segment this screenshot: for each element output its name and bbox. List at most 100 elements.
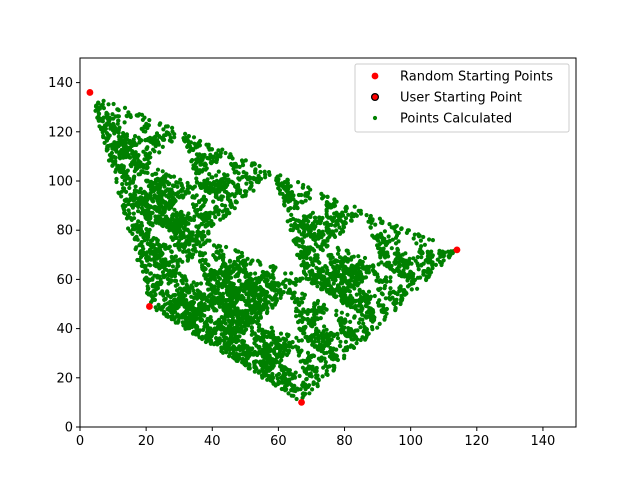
calculated-point — [229, 295, 234, 300]
calculated-point — [335, 263, 340, 268]
calculated-point — [304, 250, 309, 255]
calculated-point — [192, 214, 197, 219]
calculated-point — [174, 214, 179, 219]
calculated-point — [310, 232, 315, 238]
calculated-point — [289, 393, 294, 398]
calculated-point — [256, 173, 261, 178]
calculated-point — [169, 139, 174, 144]
calculated-point — [252, 363, 257, 368]
calculated-point — [180, 213, 186, 218]
calculated-point — [170, 183, 175, 188]
calculated-point — [177, 225, 182, 231]
calculated-point — [148, 187, 154, 192]
calculated-point — [104, 110, 109, 115]
calculated-point — [228, 334, 234, 339]
calculated-point — [323, 264, 328, 269]
calculated-point — [216, 243, 221, 248]
calculated-point — [232, 206, 237, 211]
calculated-point — [191, 135, 197, 140]
calculated-point — [315, 284, 320, 289]
calculated-point — [229, 179, 234, 184]
calculated-point — [425, 257, 430, 262]
calculated-point — [133, 184, 138, 189]
calculated-point — [375, 325, 380, 330]
calculated-point — [227, 288, 232, 293]
calculated-point — [280, 191, 285, 197]
calculated-point — [259, 335, 264, 340]
calculated-point — [235, 258, 241, 263]
calculated-point — [154, 247, 159, 252]
calculated-point — [430, 266, 435, 271]
calculated-point — [169, 235, 174, 240]
calculated-point — [289, 190, 295, 195]
calculated-point — [352, 286, 357, 291]
calculated-point — [164, 291, 169, 296]
calculated-point — [226, 324, 231, 329]
calculated-point — [221, 213, 226, 218]
calculated-point — [362, 255, 368, 261]
calculated-point — [185, 143, 190, 148]
calculated-point — [329, 222, 334, 227]
calculated-point — [306, 338, 311, 344]
calculated-point — [300, 315, 305, 320]
calculated-point — [307, 269, 312, 274]
calculated-point — [147, 151, 153, 156]
calculated-point — [370, 263, 376, 268]
calculated-point — [331, 281, 336, 286]
calculated-point — [257, 349, 262, 354]
calculated-point — [203, 185, 208, 191]
calculated-point — [151, 289, 156, 294]
calculated-point — [299, 223, 304, 228]
calculated-point — [428, 270, 434, 275]
calculated-point — [259, 297, 264, 302]
calculated-point — [332, 234, 338, 239]
calculated-point — [379, 260, 384, 265]
calculated-point — [151, 282, 156, 288]
calculated-point — [231, 348, 236, 353]
calculated-point — [263, 362, 268, 367]
calculated-point — [323, 360, 328, 365]
calculated-point — [302, 245, 307, 250]
calculated-point — [293, 370, 298, 375]
calculated-point — [375, 274, 380, 280]
calculated-point — [306, 263, 311, 268]
calculated-point — [240, 254, 245, 259]
calculated-point — [100, 119, 105, 124]
calculated-point — [117, 155, 122, 160]
calculated-point — [168, 279, 173, 284]
calculated-point — [316, 335, 321, 341]
calculated-point — [309, 374, 314, 379]
calculated-point — [207, 190, 212, 195]
calculated-point — [242, 189, 248, 194]
calculated-point — [220, 184, 225, 189]
calculated-point — [191, 314, 196, 319]
calculated-point — [346, 326, 351, 331]
calculated-point — [169, 249, 174, 254]
calculated-point — [328, 256, 333, 261]
calculated-point — [343, 317, 348, 322]
calculated-point — [189, 283, 194, 288]
calculated-point — [225, 177, 230, 183]
calculated-point — [321, 337, 326, 343]
calculated-point — [392, 251, 397, 256]
calculated-point — [327, 354, 332, 359]
calculated-point — [310, 342, 315, 347]
calculated-point — [165, 187, 170, 192]
calculated-point — [283, 271, 288, 276]
calculated-point — [229, 275, 234, 280]
calculated-point — [325, 287, 330, 292]
calculated-point — [384, 311, 389, 316]
calculated-point — [251, 188, 256, 193]
calculated-point — [324, 228, 329, 233]
calculated-point — [220, 147, 225, 152]
calculated-point — [225, 268, 230, 273]
calculated-point — [401, 289, 406, 294]
calculated-point — [145, 284, 150, 289]
calculated-point — [415, 275, 420, 280]
calculated-point — [147, 247, 152, 252]
calculated-point — [335, 285, 340, 290]
calculated-point — [207, 172, 212, 177]
calculated-point — [393, 241, 399, 246]
calculated-point — [155, 253, 161, 258]
calculated-point — [241, 312, 246, 318]
